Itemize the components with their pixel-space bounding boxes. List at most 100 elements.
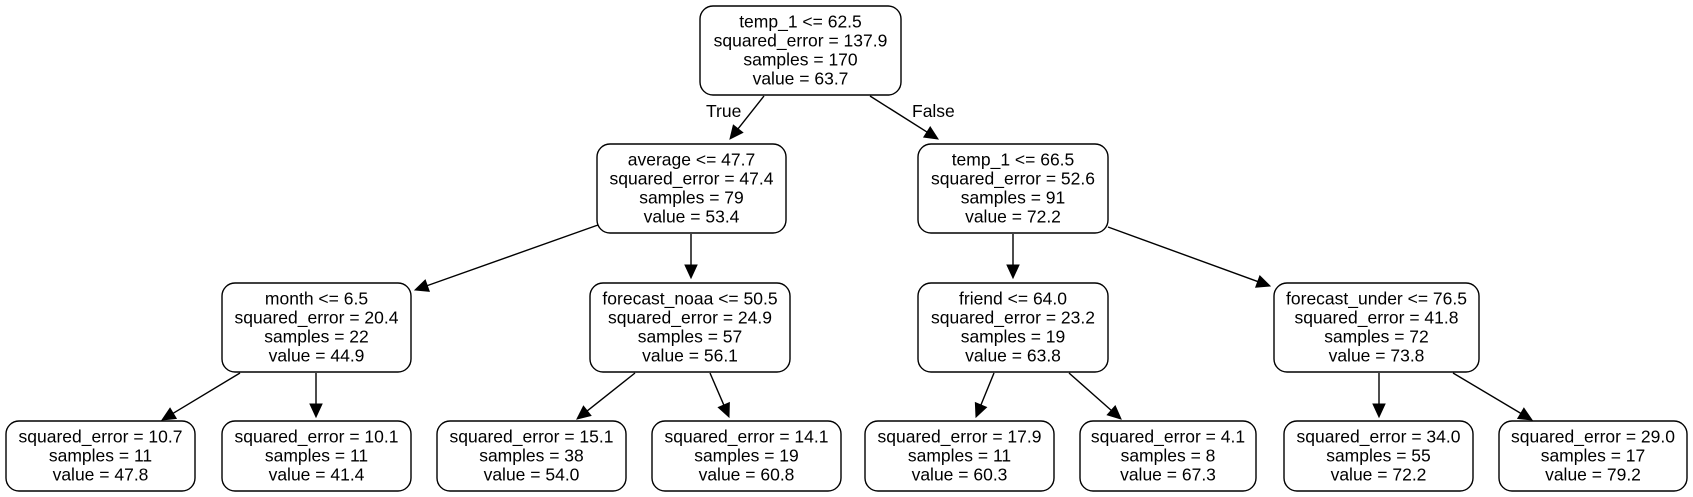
node-line: value = 72.2	[965, 207, 1061, 227]
edge-line	[709, 372, 725, 406]
node-line: squared_error = 34.0	[1297, 427, 1461, 448]
node-line: squared_error = 10.7	[19, 427, 183, 448]
arrowhead-icon	[717, 401, 730, 419]
node-line: value = 63.8	[965, 346, 1061, 366]
tree-edge-n5-n7	[709, 372, 730, 419]
tree-edge-n9-n10	[974, 372, 995, 419]
node-line: samples = 170	[743, 50, 858, 70]
tree-edge-n1-n2	[413, 224, 599, 292]
node-line: value = 60.3	[912, 465, 1008, 485]
arrowhead-icon	[1372, 403, 1386, 419]
arrowhead-icon	[576, 405, 592, 420]
node-line: temp_1 <= 62.5	[739, 12, 862, 33]
tree-edge-n8-n12	[1107, 226, 1272, 288]
node-box	[1498, 420, 1688, 492]
edge-label-true: True	[706, 101, 741, 121]
node-line: samples = 11	[49, 446, 152, 466]
tree-edge-n0-n1	[729, 95, 765, 140]
arrowhead-icon	[309, 403, 323, 419]
node-line: value = 47.8	[53, 465, 149, 485]
edge-line	[869, 95, 928, 133]
node-line: samples = 19	[961, 327, 1066, 347]
node-line: value = 63.7	[753, 69, 849, 89]
node-line: samples = 22	[264, 327, 369, 347]
edge-line	[172, 372, 241, 414]
node-line: value = 79.2	[1545, 465, 1641, 485]
node-box	[589, 282, 791, 373]
arrowhead-icon	[1254, 275, 1272, 288]
node-line: squared_error = 52.6	[931, 169, 1095, 190]
edge-line	[1107, 226, 1259, 283]
tree-edge-n12-n13	[1372, 373, 1386, 419]
edges-layer	[160, 95, 1534, 421]
node-box	[651, 420, 842, 492]
node-line: value = 53.4	[644, 207, 740, 227]
edge-line	[427, 224, 599, 287]
arrowhead-icon	[1006, 264, 1020, 280]
edge-line	[737, 95, 765, 130]
node-line: squared_error = 29.0	[1511, 427, 1675, 448]
node-box	[1079, 420, 1257, 492]
node-line: squared_error = 47.4	[610, 169, 774, 190]
node-line: samples = 72	[1324, 327, 1429, 347]
tree-edge-n2-n3	[160, 372, 241, 421]
node-line: samples = 79	[639, 188, 744, 208]
node-line: samples = 19	[694, 446, 799, 466]
arrowhead-icon	[413, 279, 430, 292]
tree-edge-n1-n5	[684, 234, 698, 280]
tree-edge-n0-n8	[869, 95, 940, 140]
node-line: squared_error = 17.9	[878, 427, 1042, 448]
arrowhead-icon	[974, 401, 988, 419]
edge-line	[1068, 372, 1112, 411]
node-line: friend <= 64.0	[959, 289, 1067, 309]
node-line: squared_error = 41.8	[1295, 308, 1459, 329]
node-line: temp_1 <= 66.5	[952, 150, 1075, 171]
tree-edge-n9-n11	[1068, 372, 1122, 420]
node-line: value = 72.2	[1331, 465, 1427, 485]
tree-edge-n8-n9	[1006, 234, 1020, 280]
node-box	[5, 420, 196, 492]
node-line: month <= 6.5	[265, 289, 368, 309]
node-line: squared_error = 15.1	[450, 427, 614, 448]
arrowhead-icon	[1516, 407, 1534, 421]
node-line: squared_error = 20.4	[235, 308, 399, 329]
node-box	[699, 5, 902, 96]
node-box	[917, 143, 1109, 234]
node-line: value = 41.4	[269, 465, 365, 485]
node-line: value = 60.8	[699, 465, 795, 485]
tree-edge-n2-n4	[309, 373, 323, 419]
arrowhead-icon	[160, 407, 178, 421]
node-line: value = 56.1	[642, 346, 738, 366]
node-line: value = 73.8	[1329, 346, 1425, 366]
edge-line	[586, 372, 636, 412]
arrowhead-icon	[922, 126, 940, 140]
node-line: samples = 17	[1541, 446, 1646, 466]
node-line: squared_error = 14.1	[665, 427, 829, 448]
node-line: squared_error = 4.1	[1091, 427, 1245, 448]
arrowhead-icon	[684, 264, 698, 280]
node-line: samples = 91	[961, 188, 1066, 208]
node-box	[221, 420, 412, 492]
node-line: squared_error = 10.1	[235, 427, 399, 448]
node-line: average <= 47.7	[628, 150, 755, 170]
node-line: samples = 11	[265, 446, 368, 466]
node-line: samples = 8	[1121, 446, 1216, 466]
node-box	[864, 420, 1055, 492]
node-line: samples = 57	[638, 327, 743, 347]
edge-line	[980, 372, 995, 406]
tree-edge-n5-n6	[576, 372, 636, 420]
node-line: value = 67.3	[1120, 465, 1216, 485]
